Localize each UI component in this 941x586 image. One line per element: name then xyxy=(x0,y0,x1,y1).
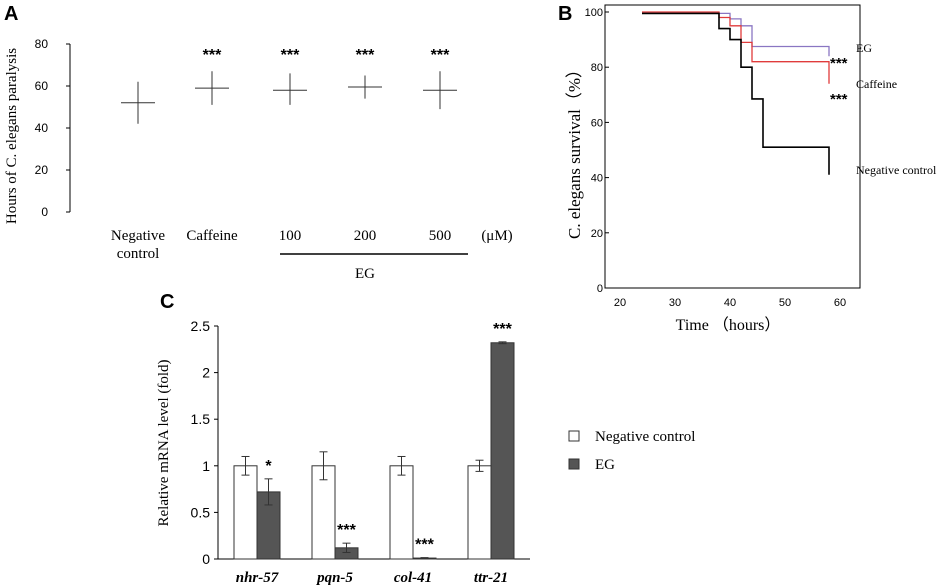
panel-b-series-label: Negative control xyxy=(856,163,937,177)
panel-b-x-tick-label: 40 xyxy=(724,297,736,309)
panel-b-series-line xyxy=(642,11,830,84)
panel-a-x-tick-label: 500 xyxy=(429,228,452,244)
panel-c-x-tick-label: col-41 xyxy=(394,570,432,586)
panel-c-y-label: Relative mRNA level (fold) xyxy=(156,359,172,526)
panel-c-y-tick-label: 1 xyxy=(202,458,210,474)
panel-b-x-tick-label: 20 xyxy=(614,297,626,309)
panel-a-x-tick-label: Negative xyxy=(111,228,165,244)
panel-b-y-label: C. elegans survival（%） xyxy=(565,61,584,239)
panel-c-legend-label: EG xyxy=(595,457,615,473)
panel-a-y-tick-label: 60 xyxy=(35,79,49,93)
panel-c-significance-label: * xyxy=(265,458,272,475)
panel-b-series-label: Caffeine xyxy=(856,77,897,91)
panel-a: A 0 20 40 60 80 Hours of C. elegans paralysi… xyxy=(4,3,513,282)
panel-b-y-tick-label: 40 xyxy=(591,173,603,185)
panel-b-series-line xyxy=(642,12,830,175)
panel-a-significance-label: *** xyxy=(203,47,222,64)
panel-b-y-tick-label: 0 xyxy=(597,283,603,295)
panel-c-bar xyxy=(233,465,258,560)
panel-c-bar xyxy=(467,465,492,560)
panel-c-significance-label: *** xyxy=(493,321,512,338)
panel-a-y-tick-label: 0 xyxy=(41,205,48,219)
panel-c-bar xyxy=(490,342,515,560)
panel-b-series-labels: EG *** Caffeine *** Negative control xyxy=(830,41,937,177)
panel-c-x-tick-label: ttr-21 xyxy=(474,570,508,586)
panel-c-legend-swatch xyxy=(568,430,580,442)
panel-c-legend-swatch xyxy=(568,458,580,470)
panel-b-significance-label: *** xyxy=(830,55,848,72)
panel-c-y-tick-label: 2.5 xyxy=(191,318,211,334)
panel-c: C 0 0.5 1 1.5 2 2.5 Relative mRNA level (fold… xyxy=(156,291,695,586)
panel-c-legend: Negative control EG xyxy=(568,429,695,473)
panel-a-unit-label: (μM) xyxy=(481,228,512,244)
panel-b-frame xyxy=(604,4,861,289)
panel-b-series-label: EG xyxy=(856,41,872,55)
panel-b-y-tick-label: 100 xyxy=(585,7,603,19)
panel-b-y-tick-label: 80 xyxy=(591,62,603,74)
panel-a-significance-label: *** xyxy=(356,47,375,64)
panel-a-group-label: EG xyxy=(355,266,375,282)
panel-c-significance-label: *** xyxy=(337,522,356,539)
panel-b-x-tick-label: 50 xyxy=(779,297,791,309)
panel-c-y-ticks: 0 0.5 1 1.5 2 2.5 xyxy=(191,318,218,567)
panel-a-y-tick-label: 80 xyxy=(35,37,49,51)
panel-b-series-line xyxy=(642,12,830,57)
panel-c-x-tick-label: pqn-5 xyxy=(315,570,353,586)
panel-a-significance-label: *** xyxy=(281,47,300,64)
panel-c-x-labels: nhr-57 pqn-5 col-41 ttr-21 xyxy=(236,570,508,586)
panel-c-letter: C xyxy=(160,291,174,313)
panel-a-x-tick-label: 200 xyxy=(354,228,377,244)
panel-a-marks: *** *** *** *** xyxy=(121,47,457,124)
panel-a-x-labels: Negative control Caffeine 100 200 500 xyxy=(111,228,451,262)
panel-b-x-label: Time （hours） xyxy=(676,316,781,334)
panel-a-letter: A xyxy=(4,3,18,25)
panel-a-y-label: Hours of C. elegans paralysis xyxy=(4,48,20,224)
panel-c-legend-label: Negative control xyxy=(595,429,695,445)
panel-a-x-tick-label: 100 xyxy=(279,228,302,244)
panel-b-ticks: 0 20 40 60 80 100 20 30 40 50 60 xyxy=(585,7,846,309)
panel-c-significance-label: *** xyxy=(415,537,434,554)
panel-b-series xyxy=(642,11,830,175)
panel-a-x-tick-label: Caffeine xyxy=(186,228,238,244)
panel-a-significance-label: *** xyxy=(431,47,450,64)
panel-a-y-tick-label: 20 xyxy=(35,163,49,177)
panel-b-letter: B xyxy=(558,3,572,25)
panel-b-y-tick-label: 60 xyxy=(591,117,603,129)
panel-b-significance-label: *** xyxy=(830,91,848,108)
panel-c-y-tick-label: 0 xyxy=(202,551,210,567)
panel-c-y-tick-label: 2 xyxy=(202,365,210,381)
panel-a-x-tick-label: control xyxy=(117,246,160,262)
panel-a-y-ticks: 0 20 40 60 80 xyxy=(35,37,70,219)
panel-b-axes xyxy=(604,4,861,289)
panel-b-x-tick-label: 60 xyxy=(834,297,846,309)
panel-c-bar xyxy=(389,465,414,560)
panel-c-bars: ********** xyxy=(233,321,515,560)
panel-b-x-tick-label: 30 xyxy=(669,297,681,309)
panel-a-y-tick-label: 40 xyxy=(35,121,49,135)
panel-b: B 0 20 40 60 80 100 20 30 40 50 60 C. elegans surv… xyxy=(558,3,937,334)
panel-b-y-tick-label: 20 xyxy=(591,228,603,240)
panel-c-y-tick-label: 0.5 xyxy=(191,504,211,520)
panel-c-y-tick-label: 1.5 xyxy=(191,411,211,427)
panel-c-x-tick-label: nhr-57 xyxy=(236,570,279,586)
